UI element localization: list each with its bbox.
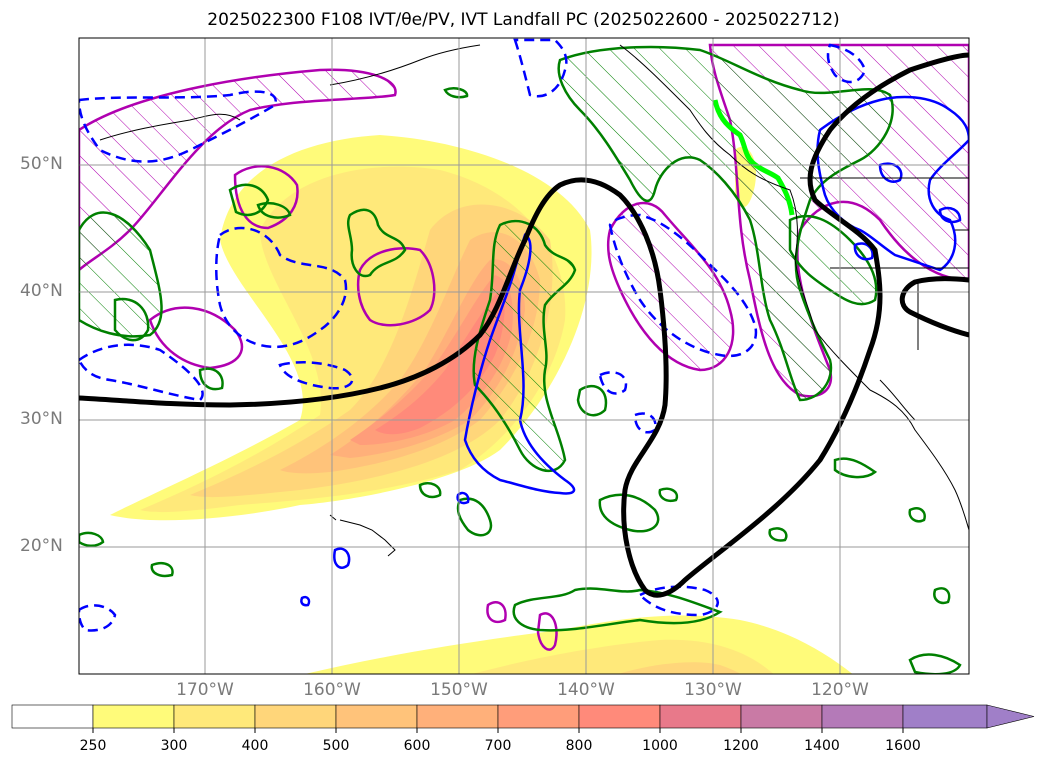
colorbar-segment bbox=[11, 704, 94, 729]
colorbar-segment bbox=[92, 704, 175, 729]
colorbar-tick-300: 300 bbox=[160, 738, 188, 754]
lon-label-120w: 120°W bbox=[811, 680, 869, 700]
colorbar-segment bbox=[497, 704, 580, 729]
coastlines bbox=[99, 44, 969, 557]
pv-positive-contours bbox=[79, 87, 962, 674]
colorbar-ticks bbox=[92, 728, 904, 733]
colorbar-segment bbox=[173, 704, 256, 729]
lat-label-40n: 40°N bbox=[20, 281, 63, 301]
colorbar-tick-400: 400 bbox=[241, 738, 269, 754]
map-title: 2025022300 F108 IVT/θe/PV, IVT Landfall … bbox=[207, 10, 840, 30]
colorbar-segment bbox=[659, 704, 742, 729]
lon-label-160w: 160°W bbox=[303, 680, 361, 700]
colorbar-tick-600: 600 bbox=[403, 738, 431, 754]
colorbar-tick-800: 800 bbox=[565, 738, 593, 754]
colorbar-tick-700: 700 bbox=[484, 738, 512, 754]
lat-label-30n: 30°N bbox=[20, 409, 63, 429]
colorbar-tick-500: 500 bbox=[322, 738, 350, 754]
colorbar-segment bbox=[335, 704, 418, 729]
lat-label-50n: 50°N bbox=[20, 154, 63, 174]
gridlines bbox=[79, 38, 969, 674]
positive-pv-hatch bbox=[79, 45, 894, 472]
colorbar-segment bbox=[740, 704, 823, 729]
colorbar-segment bbox=[578, 704, 661, 729]
lon-label-130w: 130°W bbox=[684, 680, 742, 700]
colorbar bbox=[11, 704, 1035, 733]
colorbar-tick-250: 250 bbox=[79, 738, 107, 754]
colorbar-tick-1600: 1600 bbox=[885, 738, 921, 754]
lon-label-140w: 140°W bbox=[557, 680, 615, 700]
colorbar-extend-arrow bbox=[986, 704, 1035, 729]
theta-e-contour bbox=[79, 52, 969, 598]
colorbar-tick-1200: 1200 bbox=[723, 738, 759, 754]
colorbar-segment bbox=[902, 704, 988, 729]
lon-label-150w: 150°W bbox=[430, 680, 488, 700]
lat-label-20n: 20°N bbox=[20, 536, 63, 556]
colorbar-segment bbox=[821, 704, 904, 729]
colorbar-tick-1400: 1400 bbox=[804, 738, 840, 754]
colorbar-segment bbox=[254, 704, 337, 729]
colorbar-tick-1000: 1000 bbox=[642, 738, 678, 754]
lon-label-170w: 170°W bbox=[176, 680, 234, 700]
pv-negative-dashed-contours bbox=[79, 38, 867, 632]
colorbar-segment bbox=[416, 704, 499, 729]
map-frame bbox=[78, 37, 970, 675]
